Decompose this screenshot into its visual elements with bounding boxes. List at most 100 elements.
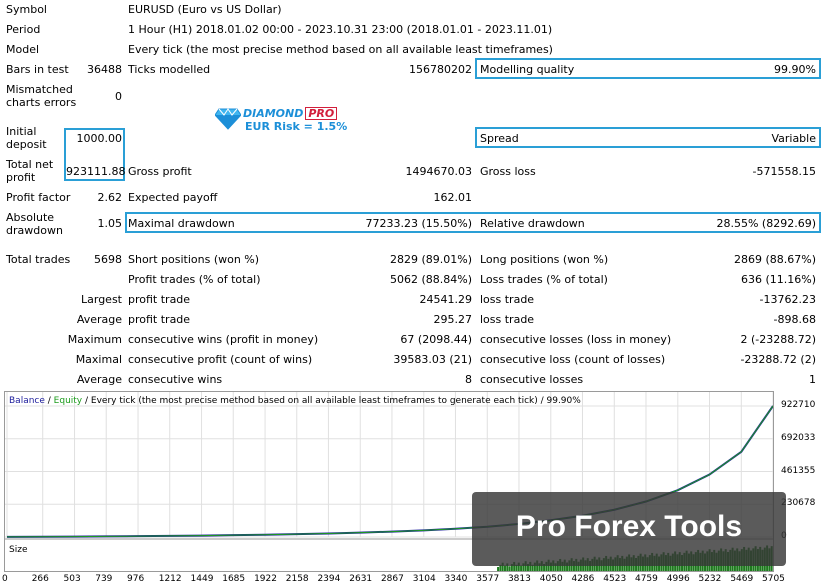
size-bar <box>497 567 500 571</box>
watermark-text: Pro Forex Tools <box>515 510 743 543</box>
legend-separator: / <box>44 396 54 406</box>
mismatched-label-line2: charts errors <box>6 96 77 109</box>
badge-risk: EUR Risk = 1.5% <box>245 120 348 133</box>
x-tick-label: 2867 <box>380 574 404 584</box>
maximum-label: Maximum <box>67 333 122 346</box>
maximal-label: Maximal <box>75 353 122 366</box>
profit-trades-label: Profit trades (% of total) <box>128 273 261 286</box>
average-loss-label: loss trade <box>480 313 535 326</box>
deposit-profit-box <box>64 128 125 181</box>
average-loss-value: -898.68 <box>773 313 816 326</box>
maximal-consecutive-profit-value: 39583.03 (21) <box>393 353 472 366</box>
legend-balance: Balance <box>9 396 45 406</box>
x-tick-label: 2631 <box>349 574 373 584</box>
legend-description: / Every tick (the most precise method ba… <box>82 396 581 406</box>
badge-brand-text: DIAMOND <box>243 107 304 120</box>
average-profit-value: 295.27 <box>433 313 473 326</box>
x-tick-label: 4050 <box>539 574 563 584</box>
profit-trades-value: 5062 (88.84%) <box>389 273 472 286</box>
size-bar <box>543 564 546 571</box>
average-consecutive-wins-label: consecutive wins <box>128 373 223 386</box>
profit-factor-value: 2.62 <box>97 191 123 204</box>
absolute-drawdown-value: 1.05 <box>97 217 123 230</box>
average-profit-label: profit trade <box>128 313 191 326</box>
largest-profit-value: 24541.29 <box>419 293 473 306</box>
size-bar <box>506 563 509 571</box>
watermark-overlay: Pro Forex Tools <box>472 492 786 566</box>
size-bar <box>526 564 529 571</box>
largest-label: Largest <box>81 293 122 306</box>
size-bar <box>554 563 557 571</box>
gross-profit-label: Gross profit <box>128 165 192 178</box>
x-tick-label: 2158 <box>285 574 309 584</box>
x-tick-label: 266 <box>31 574 49 584</box>
short-positions-value: 2829 (89.01%) <box>389 253 472 266</box>
maximal-drawdown-value: 77233.23 (15.50%) <box>365 217 472 230</box>
max-consecutive-wins-value: 67 (2098.44) <box>400 333 472 346</box>
x-tick-label: 5232 <box>698 574 722 584</box>
period-value: 1 Hour (H1) 2018.01.02 00:00 - 2023.10.3… <box>128 23 553 36</box>
period-label: Period <box>6 23 41 36</box>
x-tick-label: 2394 <box>317 574 341 584</box>
legend-equity: Equity <box>53 396 83 406</box>
size-bar <box>515 564 518 571</box>
size-bar <box>561 561 564 571</box>
total-trades-value: 5698 <box>94 253 122 266</box>
size-bar <box>508 566 511 571</box>
ticks-value: 156780202 <box>409 63 472 76</box>
net-profit-label-line2: profit <box>6 171 36 184</box>
max-consecutive-losses-label: consecutive losses (loss in money) <box>480 333 672 346</box>
size-bar <box>503 565 506 571</box>
x-tick-label: 4286 <box>571 574 595 584</box>
x-tick-label: 3340 <box>444 574 468 584</box>
x-tick-label: 4523 <box>603 574 627 584</box>
size-bar <box>531 564 534 571</box>
modelling-quality-value: 99.90% <box>774 63 816 76</box>
x-tick-label: 1922 <box>254 574 277 584</box>
maximal-consecutive-loss-label: consecutive loss (count of losses) <box>480 353 666 366</box>
average-consecutive-losses-value: 1 <box>809 373 816 386</box>
maximal-consecutive-profit-label: consecutive profit (count of wins) <box>128 353 313 366</box>
max-consecutive-losses-value: 2 (-23288.72) <box>740 333 816 346</box>
average-consecutive-losses-label: consecutive losses <box>480 373 584 386</box>
x-tick-label: 503 <box>63 574 81 584</box>
x-tick-label: 739 <box>95 574 113 584</box>
symbol-value: EURUSD (Euro vs US Dollar) <box>128 3 282 16</box>
size-bar <box>513 561 516 571</box>
size-bar <box>522 563 525 571</box>
size-bar <box>517 562 520 571</box>
y-tick-label: 922710 <box>781 400 816 410</box>
x-tick-label: 3813 <box>507 574 531 584</box>
badge-brand: DIAMOND PRO <box>243 107 338 120</box>
spread-value: Variable <box>771 132 816 145</box>
size-bar <box>533 562 536 571</box>
gross-loss-label: Gross loss <box>480 165 536 178</box>
size-bar <box>545 561 548 571</box>
x-tick-label: 5469 <box>730 574 754 584</box>
diamond-pro-badge: DIAMOND PRO EUR Risk = 1.5% <box>215 106 365 134</box>
relative-drawdown-value: 28.55% (8292.69) <box>716 217 816 230</box>
maximal-drawdown-label: Maximal drawdown <box>128 217 235 230</box>
mismatched-value: 0 <box>115 90 122 103</box>
maximal-consecutive-loss-value: -23288.72 (2) <box>740 353 816 366</box>
x-tick-label: 1449 <box>190 574 214 584</box>
size-bar <box>499 564 502 571</box>
long-positions-value: 2869 (88.67%) <box>733 253 816 266</box>
chart-legend: Balance / Equity / Every tick (the most … <box>9 396 581 407</box>
size-bar <box>572 561 575 571</box>
net-profit-value: 923111.88 <box>66 165 126 178</box>
bars-value: 36488 <box>87 63 122 76</box>
average-label: Average <box>76 313 122 326</box>
bars-label: Bars in test <box>6 63 69 76</box>
model-value: Every tick (the most precise method base… <box>128 43 553 56</box>
average-consecutive-label: Average <box>76 373 122 386</box>
size-bar <box>510 564 513 571</box>
loss-trades-label: Loss trades (% of total) <box>480 273 608 286</box>
size-bar <box>549 562 552 571</box>
badge-pro-tag: PRO <box>305 107 338 120</box>
loss-trades-value: 636 (11.16%) <box>740 273 816 286</box>
expected-payoff-value: 162.01 <box>433 191 473 204</box>
size-bar <box>524 561 527 571</box>
y-tick-label: 461355 <box>781 465 816 476</box>
max-consecutive-wins-label: consecutive wins (profit in money) <box>128 333 319 346</box>
